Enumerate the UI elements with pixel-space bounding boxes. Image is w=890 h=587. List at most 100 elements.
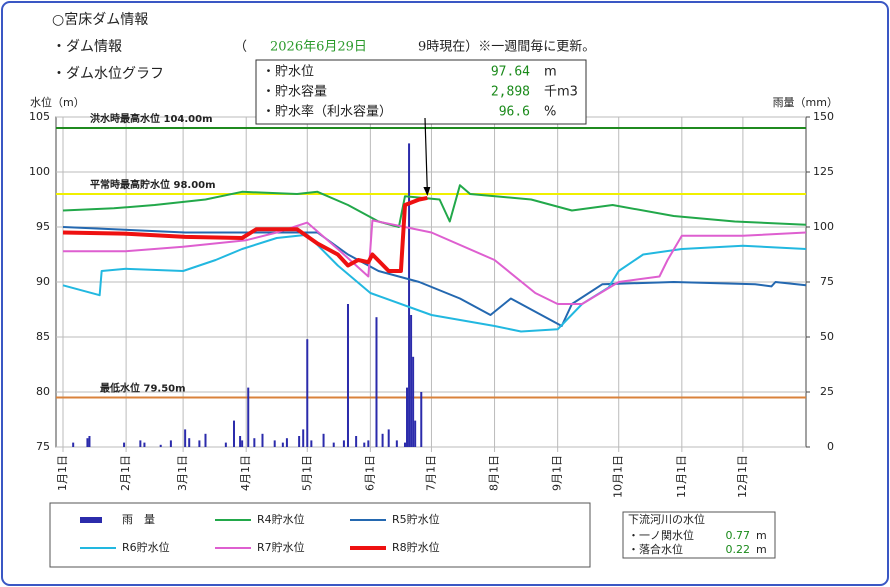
rain-bar bbox=[395, 440, 398, 447]
rain-bar bbox=[406, 387, 409, 447]
rain-bar bbox=[310, 440, 313, 447]
downstream-label: ・落合水位 bbox=[628, 542, 683, 556]
rain-bar bbox=[88, 436, 91, 447]
y-tick-label: 90 bbox=[36, 275, 50, 288]
y2-tick-label: 75 bbox=[820, 275, 834, 288]
downstream-value: 0.22 bbox=[726, 543, 751, 556]
legend-label: R4貯水位 bbox=[257, 512, 305, 526]
rain-bar bbox=[412, 356, 415, 447]
y2-axis-title: 雨量（mm） bbox=[773, 96, 838, 109]
rain-bar bbox=[198, 440, 201, 447]
x-tick-label: 10月1日 bbox=[612, 455, 625, 498]
downstream-label: ・一ノ関水位 bbox=[628, 528, 694, 542]
rain-bar bbox=[346, 304, 349, 447]
rain-bar bbox=[86, 438, 89, 447]
rain-bar bbox=[342, 440, 345, 447]
y-tick-label: 80 bbox=[36, 385, 50, 398]
rain-bar bbox=[302, 429, 305, 447]
rain-bar bbox=[184, 429, 187, 447]
rain-bar bbox=[281, 442, 284, 447]
y2-tick-label: 50 bbox=[820, 330, 834, 343]
rain-bar bbox=[355, 436, 358, 447]
reference-label: 洪水時最高水位 104.00m bbox=[90, 112, 213, 125]
reference-label: 最低水位 79.50m bbox=[100, 382, 186, 395]
rain-bar bbox=[322, 433, 325, 447]
rain-bar bbox=[143, 442, 146, 447]
info-value: 97.64 bbox=[491, 65, 530, 80]
y-tick-label: 100 bbox=[29, 165, 50, 178]
y2-tick-label: 125 bbox=[813, 165, 834, 178]
x-tick-label: 11月1日 bbox=[675, 455, 688, 498]
rain-bar bbox=[387, 429, 390, 447]
info-unit: % bbox=[544, 105, 556, 120]
downstream-unit: m bbox=[756, 529, 767, 542]
rain-bar bbox=[169, 440, 172, 447]
legend-label: R7貯水位 bbox=[257, 540, 305, 554]
y-tick-label: 75 bbox=[36, 440, 50, 453]
y-tick-label: 95 bbox=[36, 220, 50, 233]
x-tick-label: 6月1日 bbox=[363, 455, 376, 491]
info-value: 96.6 bbox=[499, 105, 530, 120]
y2-tick-label: 25 bbox=[820, 385, 834, 398]
info-unit: m bbox=[544, 65, 557, 80]
rain-bar bbox=[408, 143, 411, 447]
rain-bar bbox=[139, 440, 142, 447]
x-tick-label: 12月1日 bbox=[736, 455, 749, 498]
legend-label: 雨 量 bbox=[122, 513, 155, 526]
legend-box bbox=[49, 502, 591, 568]
level-line bbox=[63, 219, 807, 305]
x-tick-label: 7月1日 bbox=[424, 455, 437, 491]
rain-bar bbox=[410, 315, 413, 447]
downstream-unit: m bbox=[756, 543, 767, 556]
rain-bar bbox=[159, 444, 162, 447]
y2-tick-label: 150 bbox=[813, 110, 834, 123]
level-line bbox=[62, 184, 807, 228]
pointer-arrowhead bbox=[423, 186, 431, 196]
y2-tick-label: 0 bbox=[827, 440, 834, 453]
y2-tick-label: 100 bbox=[813, 220, 834, 233]
pointer-arrow bbox=[424, 117, 428, 193]
downstream-value: 0.77 bbox=[726, 529, 751, 542]
y-tick-label: 105 bbox=[29, 110, 50, 123]
x-tick-label: 3月1日 bbox=[176, 455, 189, 491]
x-tick-label: 1月1日 bbox=[56, 455, 69, 491]
x-tick-label: 8月1日 bbox=[488, 455, 501, 491]
section-label: ・ダム情報 bbox=[52, 39, 122, 55]
y-axis-title: 水位（m） bbox=[30, 95, 85, 109]
x-tick-label: 2月1日 bbox=[119, 455, 132, 491]
rain-bar bbox=[332, 442, 335, 447]
rain-bar bbox=[285, 438, 288, 447]
info-label: ・貯水率（利水容量） bbox=[262, 104, 392, 120]
x-tick-label: 4月1日 bbox=[239, 455, 252, 491]
downstream-box bbox=[622, 511, 776, 559]
info-unit: 千m3 bbox=[544, 85, 578, 100]
y-tick-label: 85 bbox=[36, 330, 50, 343]
date: 2026年6月29日 bbox=[270, 40, 367, 55]
rain-bar bbox=[261, 433, 264, 447]
rain-bar bbox=[367, 440, 370, 447]
time-note: 9時現在）※一週間毎に更新。 bbox=[418, 39, 595, 55]
rain-bar bbox=[403, 442, 406, 447]
x-tick-label: 5月1日 bbox=[300, 455, 313, 491]
rain-bar bbox=[375, 317, 378, 447]
rain-bar bbox=[232, 420, 235, 447]
level-line bbox=[62, 233, 807, 333]
legend-label: R8貯水位 bbox=[392, 540, 440, 554]
rain-bar bbox=[188, 438, 191, 447]
legend-label: R5貯水位 bbox=[392, 512, 440, 526]
rain-bar bbox=[253, 438, 256, 447]
rain-bar bbox=[247, 387, 250, 447]
rain-bar bbox=[306, 339, 309, 447]
rain-bar bbox=[273, 440, 276, 447]
rain-bar bbox=[224, 442, 227, 447]
rain-bar bbox=[204, 433, 207, 447]
info-box: ・貯水位 97.64 m ・貯水容量 2,898 千m3 ・貯水率（利水容量） 96.6% bbox=[255, 59, 587, 125]
rain-bar bbox=[420, 392, 423, 447]
rain-bar bbox=[239, 436, 242, 447]
page-title: ○宮床ダム情報 bbox=[52, 12, 148, 28]
info-label: ・貯水容量 bbox=[262, 84, 327, 100]
downstream-title: 下流河川の水位 bbox=[628, 512, 705, 526]
rain-bar bbox=[241, 440, 244, 447]
